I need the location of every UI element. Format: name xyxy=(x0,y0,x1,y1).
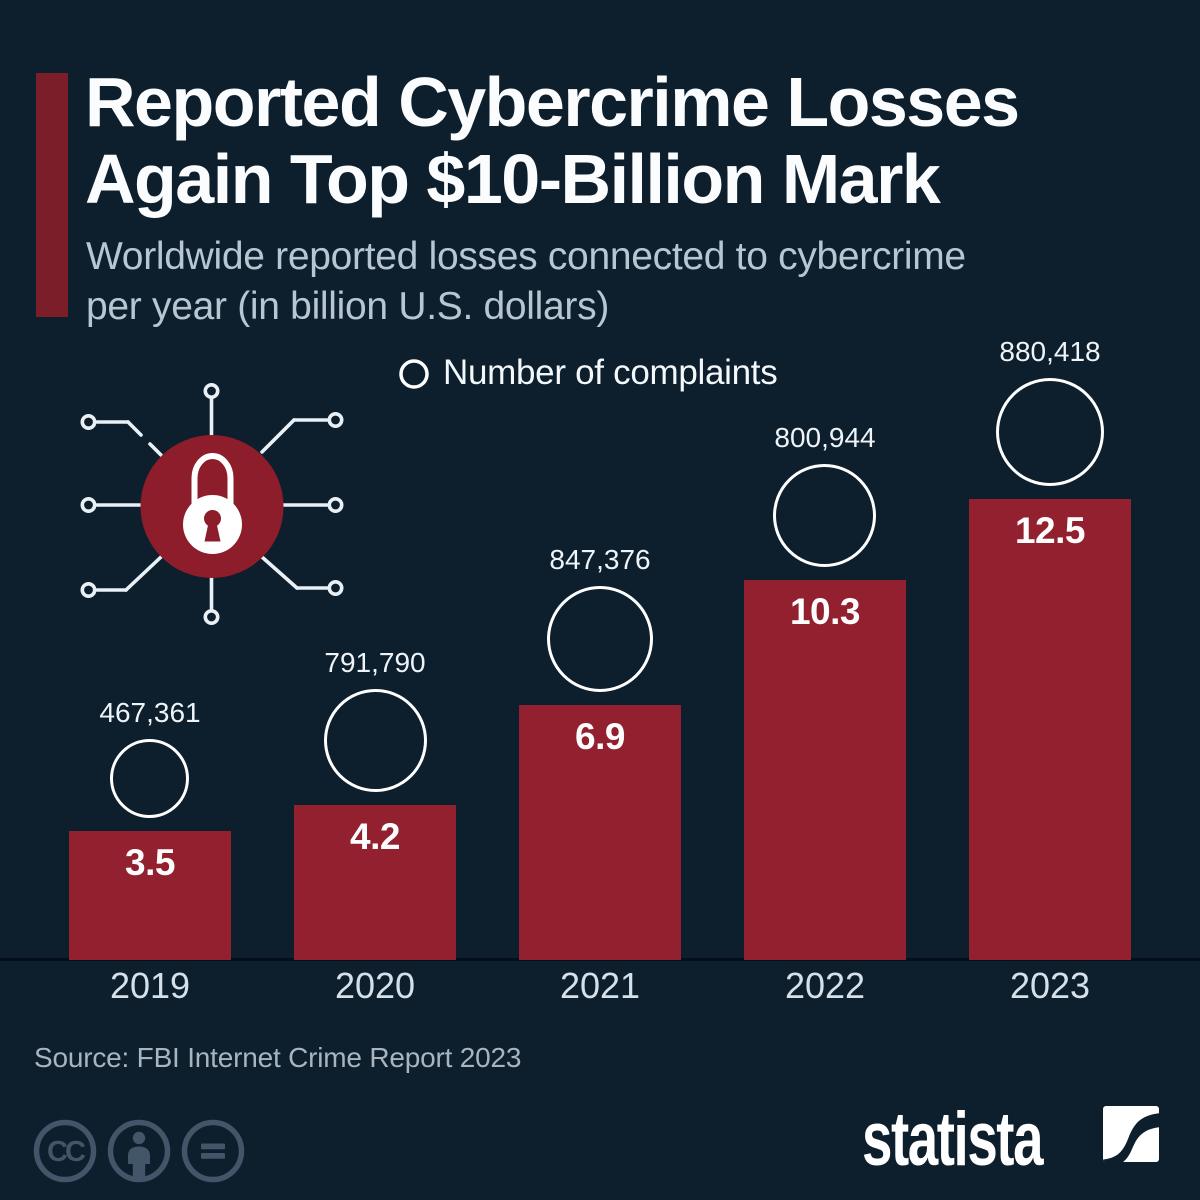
padlock-network-illustration xyxy=(80,382,344,626)
chart-subtitle: Worldwide reported losses connected to c… xyxy=(86,232,1106,332)
bar-2022 xyxy=(744,580,906,960)
cc-license-icons: CC xyxy=(32,1118,246,1184)
complaints-circle-2023 xyxy=(996,378,1104,486)
padlock-icon xyxy=(183,453,242,554)
bar-value-2022: 10.3 xyxy=(789,591,861,632)
complaints-circle-2019 xyxy=(110,739,189,818)
cc-icon: CC xyxy=(33,1119,97,1183)
bar-value-2019: 3.5 xyxy=(125,842,175,883)
chart-legend: Number of complaints xyxy=(398,353,778,392)
complaints-label-2019: 467,361 xyxy=(99,697,201,728)
page-title-line1: Reported Cybercrime Losses xyxy=(85,63,1020,141)
bar-value-2021: 6.9 xyxy=(575,716,625,757)
complaints-label-2021: 847,376 xyxy=(549,544,651,575)
title-accent-bar xyxy=(36,73,68,317)
page-title-line2: Again Top $10-Billion Mark xyxy=(85,140,941,218)
complaints-circle-2021 xyxy=(547,586,653,692)
cc-no-derivatives-icon xyxy=(181,1119,245,1183)
complaints-label-2020: 791,790 xyxy=(324,647,426,678)
cc-attribution-icon xyxy=(107,1119,171,1183)
complaints-circle-icon xyxy=(399,359,429,389)
statista-wordmark: statista xyxy=(862,1097,1044,1182)
bar-value-2023: 12.5 xyxy=(1014,510,1086,551)
bar-2023 xyxy=(969,499,1131,960)
bar-2020 xyxy=(294,805,456,960)
complaints-label-2022: 800,944 xyxy=(774,422,876,453)
legend-label: Number of complaints xyxy=(443,353,778,392)
complaints-circle-2020 xyxy=(324,689,427,792)
source-note: Source: FBI Internet Crime Report 2023 xyxy=(34,1042,522,1073)
page-title: Reported Cybercrime Losses Again Top $10… xyxy=(85,64,1145,218)
circuit-traces xyxy=(80,382,344,626)
year-label-2023: 2023 xyxy=(1009,965,1091,1006)
chart-subtitle-line1: Worldwide reported losses connected to c… xyxy=(86,235,966,278)
year-label-2021: 2021 xyxy=(559,965,641,1006)
svg-text:CC: CC xyxy=(47,1136,86,1168)
year-label-2019: 2019 xyxy=(109,965,191,1006)
statista-logo-mark xyxy=(1103,1106,1159,1162)
complaints-circle-2022 xyxy=(773,464,876,567)
year-label-2020: 2020 xyxy=(334,965,416,1006)
bar-value-2020: 4.2 xyxy=(350,816,400,857)
bar-2021 xyxy=(519,705,681,960)
year-label-2022: 2022 xyxy=(784,965,866,1006)
chart-subtitle-line2: per year (in billion U.S. dollars) xyxy=(86,285,610,328)
bar-2019 xyxy=(69,831,231,960)
complaints-label-2023: 880,418 xyxy=(999,336,1101,367)
